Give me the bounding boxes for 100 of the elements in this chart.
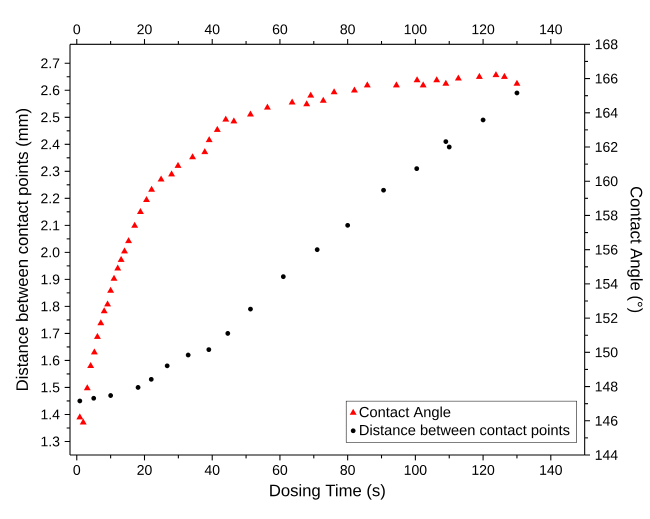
point bbox=[320, 97, 327, 103]
y-tick-label: 2.1 bbox=[41, 220, 60, 230]
point bbox=[108, 393, 114, 398]
point bbox=[433, 76, 440, 82]
point bbox=[443, 139, 448, 144]
point bbox=[501, 73, 508, 79]
y-tick-label: 1.9 bbox=[42, 274, 60, 284]
point bbox=[148, 376, 154, 382]
point bbox=[492, 71, 500, 78]
point bbox=[189, 154, 196, 160]
point bbox=[206, 347, 212, 352]
point bbox=[98, 320, 104, 326]
point bbox=[118, 256, 124, 262]
point bbox=[225, 331, 230, 336]
y-tick-label: 2.5 bbox=[41, 112, 60, 122]
y-axis-title: Distance between contact points (mm) bbox=[16, 109, 32, 390]
point bbox=[514, 80, 520, 86]
y-tick-label: 1.8 bbox=[42, 301, 60, 312]
point bbox=[91, 396, 96, 401]
point bbox=[476, 73, 483, 79]
point bbox=[307, 92, 314, 98]
y2-tick-label: 158 bbox=[596, 210, 618, 220]
legend-label: Contact Angle bbox=[360, 406, 450, 420]
point bbox=[125, 237, 132, 244]
y2-tick-label: 154 bbox=[596, 279, 618, 289]
y-tick-label: 1.7 bbox=[42, 328, 60, 338]
x-tick-label: 60 bbox=[272, 24, 288, 34]
y-tick-label: 2.6 bbox=[41, 85, 60, 96]
y2-axis-title: Contact Angle (°) bbox=[627, 186, 643, 312]
x-tick-label: 80 bbox=[340, 24, 355, 34]
point bbox=[84, 384, 91, 390]
x-tick-label: 140 bbox=[540, 24, 562, 34]
y-tick-label: 2.0 bbox=[41, 247, 60, 258]
point bbox=[174, 162, 182, 168]
point bbox=[201, 148, 208, 154]
x2-tick-label: 0 bbox=[73, 465, 80, 475]
x-axis-title: Dosing Time (s) bbox=[270, 484, 385, 500]
y-tick-label: 2.3 bbox=[41, 166, 60, 176]
y-tick-label: 1.6 bbox=[42, 355, 60, 366]
x2-tick-label: 120 bbox=[472, 465, 494, 475]
x2-tick-label: 20 bbox=[137, 465, 152, 475]
x2-tick-label: 40 bbox=[204, 465, 220, 475]
point bbox=[314, 247, 320, 252]
y2-tick-label: 148 bbox=[596, 382, 618, 392]
point bbox=[186, 352, 191, 358]
point bbox=[164, 363, 170, 368]
point bbox=[121, 248, 128, 254]
x2-tick-label: 80 bbox=[340, 465, 355, 475]
point bbox=[100, 308, 108, 314]
y-tick-label: 2.7 bbox=[41, 58, 60, 68]
point bbox=[248, 306, 253, 312]
point bbox=[351, 86, 358, 93]
point bbox=[455, 74, 462, 81]
point bbox=[420, 82, 426, 88]
x-tick-label: 20 bbox=[137, 24, 152, 34]
x2-tick-label: 60 bbox=[272, 465, 288, 475]
x-tick-label: 100 bbox=[404, 24, 426, 34]
point bbox=[91, 348, 98, 354]
point bbox=[414, 76, 420, 82]
point bbox=[94, 333, 101, 339]
point bbox=[345, 222, 350, 228]
point bbox=[264, 104, 271, 110]
y-tick-label: 1.3 bbox=[42, 436, 60, 446]
point bbox=[480, 118, 486, 122]
point bbox=[364, 82, 371, 88]
point bbox=[136, 385, 140, 390]
point bbox=[214, 126, 221, 132]
point bbox=[76, 414, 84, 420]
y-tick-label: 1.4 bbox=[42, 410, 60, 420]
y-tick-label: 1.5 bbox=[42, 382, 60, 392]
legend-label: Distance between contact points bbox=[360, 424, 570, 438]
y2-tick-label: 156 bbox=[596, 244, 618, 255]
y2-tick-label: 164 bbox=[596, 108, 618, 118]
point bbox=[230, 118, 238, 124]
point bbox=[104, 300, 111, 306]
point bbox=[514, 90, 520, 96]
y2-tick-label: 166 bbox=[596, 74, 618, 84]
point bbox=[206, 136, 212, 142]
point bbox=[80, 418, 86, 424]
point bbox=[288, 98, 296, 105]
point bbox=[393, 82, 400, 88]
point bbox=[114, 264, 122, 270]
y2-tick-label: 162 bbox=[596, 142, 618, 152]
y2-tick-label: 152 bbox=[596, 313, 618, 324]
point bbox=[330, 88, 338, 94]
point bbox=[77, 398, 82, 404]
point bbox=[303, 100, 310, 106]
y2-tick-label: 168 bbox=[596, 39, 618, 50]
x2-tick-label: 100 bbox=[404, 465, 426, 475]
point bbox=[442, 80, 450, 86]
x-tick-label: 40 bbox=[204, 24, 220, 34]
point bbox=[158, 176, 164, 182]
point bbox=[414, 166, 420, 172]
point bbox=[143, 196, 150, 202]
point bbox=[131, 222, 138, 228]
point bbox=[87, 362, 94, 368]
x2-tick-label: 140 bbox=[540, 465, 562, 475]
point bbox=[107, 287, 114, 293]
point bbox=[222, 116, 230, 122]
point bbox=[280, 274, 286, 280]
